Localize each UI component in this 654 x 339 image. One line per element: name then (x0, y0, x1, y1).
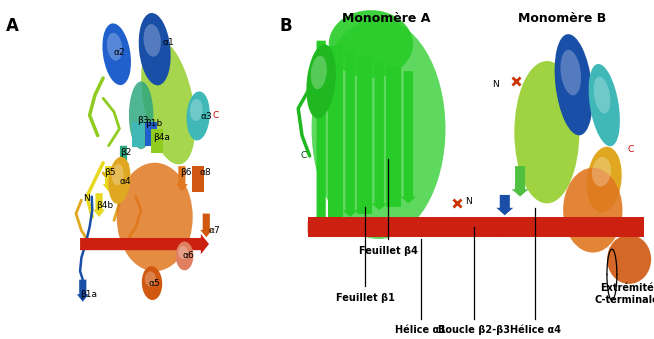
Ellipse shape (592, 157, 611, 186)
Text: α1: α1 (162, 38, 174, 47)
Text: α4: α4 (119, 177, 131, 186)
Text: β2: β2 (120, 148, 132, 157)
Polygon shape (511, 166, 528, 197)
Text: Feuillet β1: Feuillet β1 (336, 293, 394, 303)
Polygon shape (200, 214, 213, 237)
Text: N: N (84, 194, 90, 203)
Text: β5: β5 (104, 168, 116, 177)
Ellipse shape (107, 33, 122, 61)
Text: Hélice α1: Hélice α1 (395, 325, 446, 335)
Ellipse shape (143, 24, 161, 57)
Text: β6: β6 (180, 168, 192, 177)
Ellipse shape (112, 164, 124, 185)
Polygon shape (328, 46, 343, 220)
Text: C: C (213, 111, 219, 120)
Text: Extrémité
C-terminale: Extrémité C-terminale (595, 283, 654, 305)
Ellipse shape (306, 44, 336, 119)
Text: α2: α2 (114, 48, 125, 57)
Text: β1b: β1b (145, 119, 162, 128)
Polygon shape (77, 280, 89, 302)
Ellipse shape (587, 147, 622, 213)
Text: Boucle β2-β3: Boucle β2-β3 (438, 325, 510, 335)
Ellipse shape (555, 34, 593, 135)
Text: α5: α5 (149, 279, 161, 287)
Polygon shape (308, 217, 509, 237)
Text: β3: β3 (137, 116, 148, 125)
Ellipse shape (179, 246, 188, 259)
Polygon shape (103, 166, 114, 192)
Ellipse shape (139, 13, 171, 85)
Polygon shape (496, 195, 513, 215)
Text: C: C (301, 152, 307, 160)
Text: Feuillet β4: Feuillet β4 (358, 246, 417, 256)
Polygon shape (308, 217, 644, 237)
Text: A: A (5, 17, 18, 35)
Ellipse shape (141, 39, 196, 164)
Text: B: B (279, 17, 292, 35)
Ellipse shape (142, 266, 162, 300)
Ellipse shape (186, 92, 210, 140)
Ellipse shape (311, 56, 327, 89)
Polygon shape (386, 66, 402, 207)
Polygon shape (313, 41, 329, 224)
Ellipse shape (190, 99, 203, 121)
Polygon shape (401, 71, 416, 203)
Ellipse shape (607, 235, 651, 284)
Ellipse shape (145, 272, 156, 286)
Polygon shape (357, 56, 372, 214)
Ellipse shape (176, 241, 194, 271)
Ellipse shape (129, 81, 153, 149)
Polygon shape (118, 146, 129, 171)
Polygon shape (80, 234, 209, 254)
Polygon shape (176, 166, 188, 192)
Ellipse shape (563, 168, 623, 253)
Polygon shape (343, 51, 358, 217)
Polygon shape (192, 166, 204, 192)
Text: α6: α6 (182, 252, 194, 260)
Text: α7: α7 (209, 226, 220, 235)
Ellipse shape (103, 23, 131, 85)
Text: β1a: β1a (80, 291, 97, 299)
Ellipse shape (109, 157, 131, 204)
Polygon shape (152, 129, 164, 153)
Text: β4b: β4b (96, 201, 113, 210)
Ellipse shape (329, 10, 413, 78)
Ellipse shape (589, 64, 620, 146)
Ellipse shape (514, 61, 579, 203)
Ellipse shape (560, 50, 581, 95)
Text: C: C (628, 145, 634, 154)
Ellipse shape (311, 19, 445, 239)
Ellipse shape (116, 163, 193, 271)
Ellipse shape (594, 77, 610, 114)
Text: β4a: β4a (153, 133, 170, 142)
Text: Hélice α4: Hélice α4 (510, 325, 561, 335)
Text: Monomère A: Monomère A (342, 12, 430, 25)
Polygon shape (133, 122, 145, 147)
Text: N: N (492, 80, 498, 89)
Text: α8: α8 (199, 168, 211, 177)
Text: N: N (465, 197, 472, 206)
Polygon shape (145, 122, 156, 146)
Polygon shape (371, 61, 387, 210)
Text: Monomère B: Monomère B (518, 12, 606, 25)
Polygon shape (93, 193, 105, 217)
Text: α3: α3 (200, 113, 212, 121)
